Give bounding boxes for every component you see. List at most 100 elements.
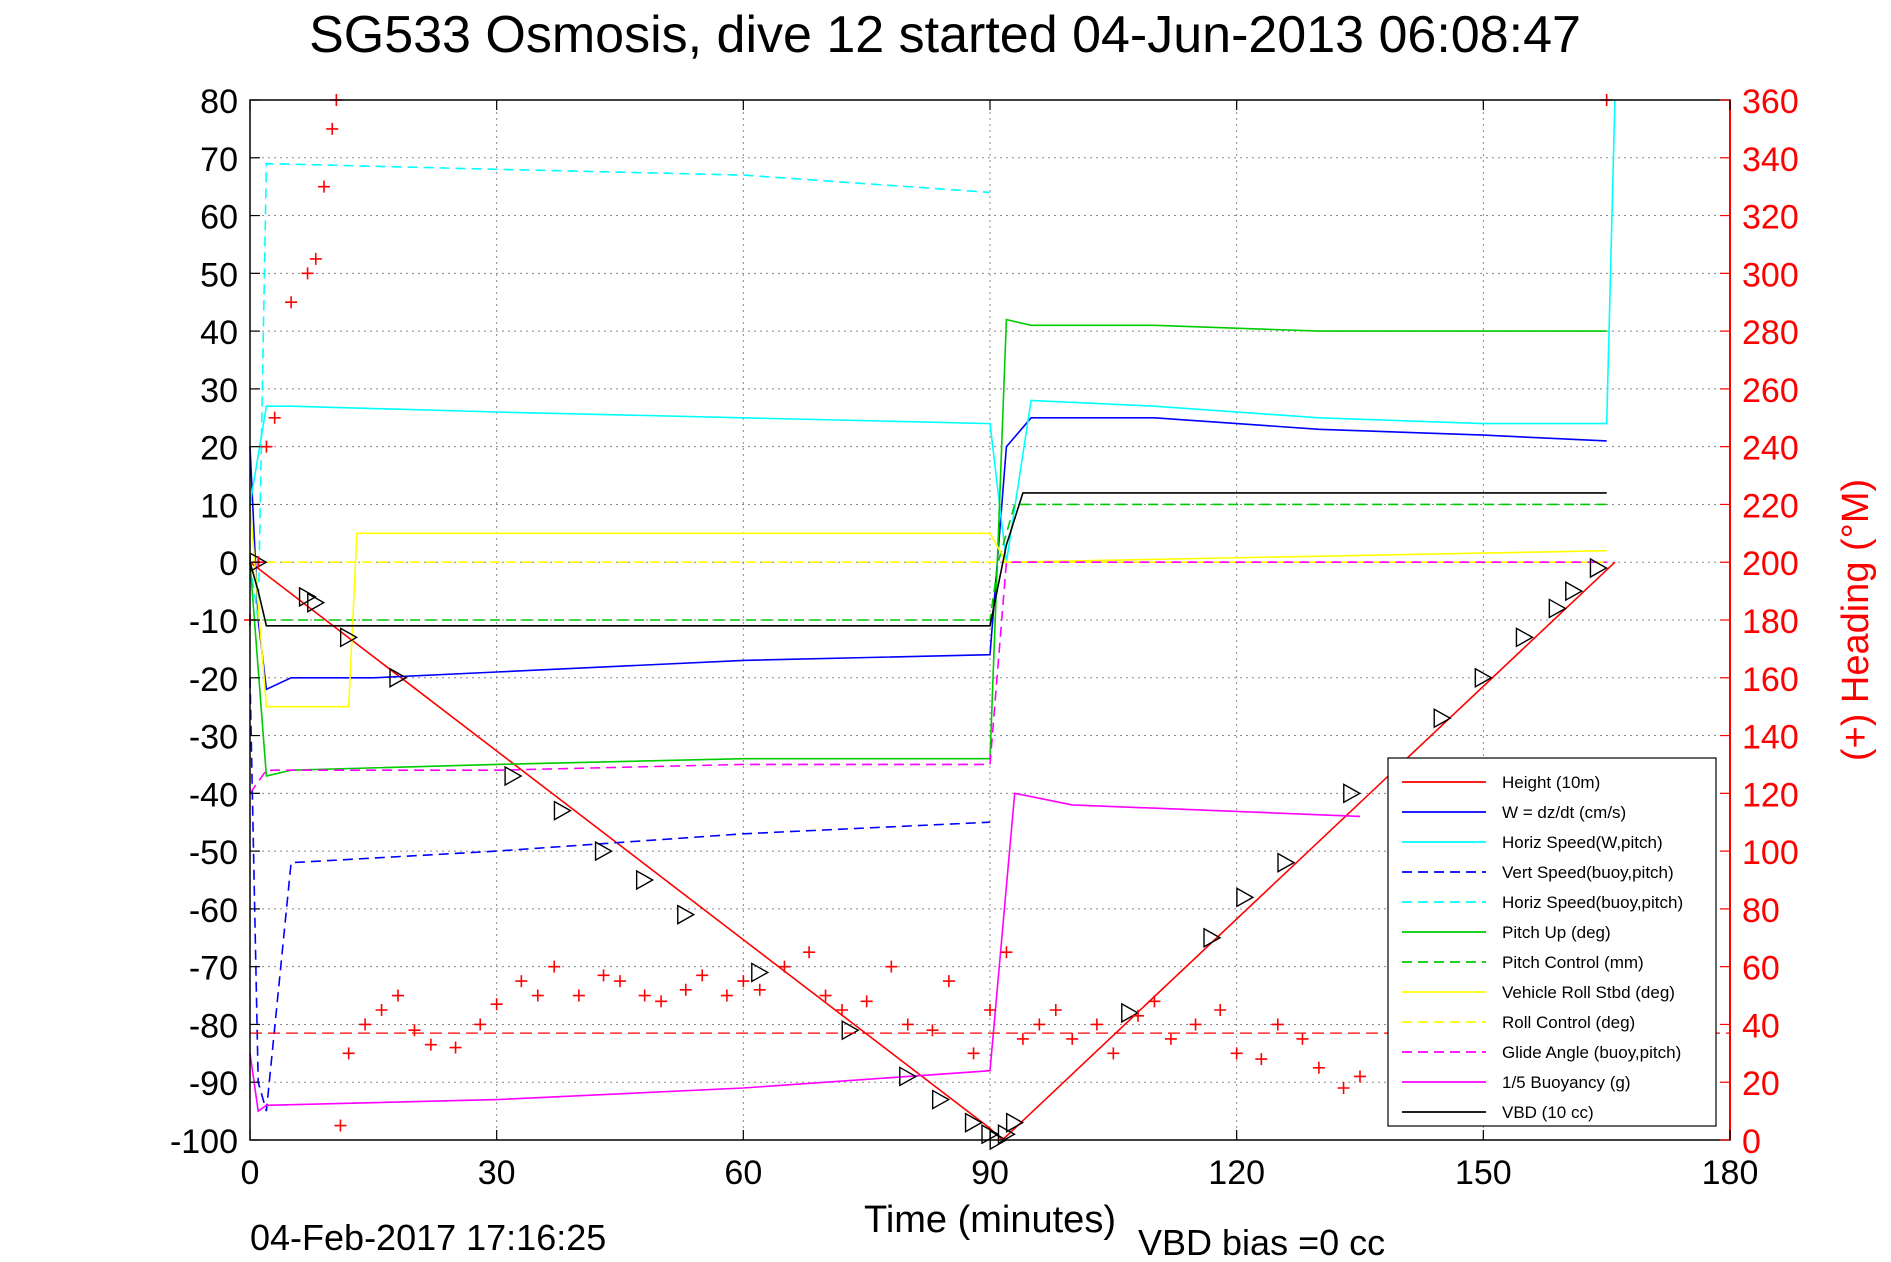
triangle-marker (553, 800, 572, 821)
x-tick-label: 120 (1208, 1154, 1265, 1192)
heading-marker (318, 180, 330, 193)
triangle-marker (1433, 708, 1452, 729)
x-tick-label: 0 (241, 1154, 260, 1192)
heading-marker (1132, 1009, 1144, 1022)
series-lines (249, 99, 1616, 1142)
y2-tick-label: 260 (1742, 372, 1799, 410)
y2-tick-label: 180 (1742, 603, 1799, 641)
legend-label-4: Horiz Speed(buoy,pitch) (1502, 893, 1683, 912)
heading-marker (572, 989, 585, 1002)
y-tick-label: -40 (189, 776, 238, 814)
triangle-marker (1203, 927, 1222, 948)
heading-marker (984, 1004, 996, 1016)
y-tick-label: 70 (200, 141, 238, 179)
heading-marker (901, 1018, 914, 1031)
y-tick-label: 60 (200, 199, 238, 237)
triangle-marker (1565, 580, 1584, 602)
triangle-marker (1548, 598, 1567, 619)
heading-marker (392, 989, 404, 1002)
heading-marker (778, 960, 791, 973)
heading-marker (342, 1047, 355, 1060)
triangle-marker (339, 627, 359, 648)
heading-marker (803, 946, 816, 959)
heading-marker (967, 1047, 980, 1060)
y-tick-label: 50 (200, 256, 238, 294)
chart-title: SG533 Osmosis, dive 12 started 04-Jun-20… (309, 6, 1581, 64)
legend-label-3: Vert Speed(buoy,pitch) (1502, 863, 1674, 882)
heading-marker (1255, 1053, 1268, 1066)
legend-label-9: Glide Angle (buoy,pitch) (1502, 1043, 1681, 1062)
y-tick-label: 0 (219, 545, 238, 583)
y2-tick-label: 360 (1742, 83, 1799, 121)
heading-marker (1214, 1004, 1227, 1016)
heading-marker (1148, 995, 1161, 1008)
heading-marker (326, 122, 339, 135)
heading-marker (819, 989, 832, 1002)
series-line-7 (249, 504, 1607, 708)
triangle-marker (504, 765, 523, 787)
heading-marker (474, 1018, 487, 1031)
heading-marker (885, 960, 898, 973)
heading-marker (614, 975, 626, 988)
heading-marker (301, 267, 314, 280)
series-line-9 (249, 561, 1607, 794)
legend-label-1: W = dz/dt (cm/s) (1502, 803, 1626, 822)
legend-label-10: 1/5 Buoyancy (g) (1502, 1073, 1631, 1092)
heading-marker (1033, 1018, 1046, 1031)
triangle-marker (1277, 852, 1296, 873)
heading-marker (408, 1024, 421, 1037)
heading-marker (268, 411, 281, 424)
heading-marker (926, 1024, 939, 1037)
heading-marker (1230, 1047, 1243, 1060)
footer-vbd-bias: VBD bias =0 cc (1138, 1222, 1385, 1262)
heading-marker (1090, 1018, 1103, 1031)
legend-label-8: Roll Control (deg) (1502, 1013, 1635, 1032)
y-tick-label: -90 (189, 1065, 238, 1103)
heading-marker (1296, 1032, 1309, 1045)
heading-marker (449, 1041, 462, 1054)
heading-marker (334, 1119, 347, 1132)
triangle-marker (307, 592, 326, 613)
heading-marker (260, 440, 273, 453)
x-tick-label: 90 (971, 1154, 1009, 1192)
triangle-marker (389, 667, 408, 688)
triangle-marker (1005, 1112, 1025, 1133)
triangle-marker (1121, 1002, 1140, 1024)
heading-marker (696, 969, 709, 982)
heading-marker (679, 983, 692, 996)
legend-box (1387, 757, 1717, 1127)
y2-tick-label: 320 (1742, 199, 1799, 237)
heading-marker (638, 989, 651, 1002)
y-tick-label: 20 (200, 430, 238, 468)
x-axis-label: Time (minutes) (864, 1199, 1116, 1241)
y2-tick-label: 300 (1742, 256, 1799, 294)
y-tick-label: -50 (189, 834, 238, 872)
y2-tick-label: 60 (1742, 950, 1780, 988)
heading-marker (531, 989, 544, 1002)
y-tick-label: -80 (189, 1007, 238, 1045)
heading-marker (836, 1004, 848, 1016)
triangle-marker (964, 1112, 983, 1133)
y2-tick-label: 120 (1742, 776, 1799, 814)
heading-marker (1164, 1032, 1177, 1045)
heading-marker (720, 989, 733, 1002)
triangle-marker (931, 1089, 951, 1110)
legend-label-0: Height (10m) (1502, 773, 1600, 792)
heading-marker (424, 1038, 437, 1051)
y2-tick-label: 240 (1742, 430, 1799, 468)
x-tick-label: 30 (478, 1154, 516, 1192)
triangle-marker (594, 840, 613, 862)
y2-tick-label: 100 (1742, 834, 1799, 872)
heading-marker (942, 975, 955, 988)
heading-marker (548, 960, 561, 973)
y-tick-label: -60 (189, 892, 238, 930)
heading-marker (375, 1004, 388, 1016)
y2-tick-label: 200 (1742, 545, 1799, 583)
y-tick-label: -70 (189, 950, 238, 988)
heading-marker (1066, 1032, 1079, 1045)
triangle-marker (1474, 667, 1493, 688)
heading-marker (1354, 1070, 1366, 1083)
y-tick-label: -10 (189, 603, 238, 641)
legend-label-6: Pitch Control (mm) (1502, 953, 1644, 972)
